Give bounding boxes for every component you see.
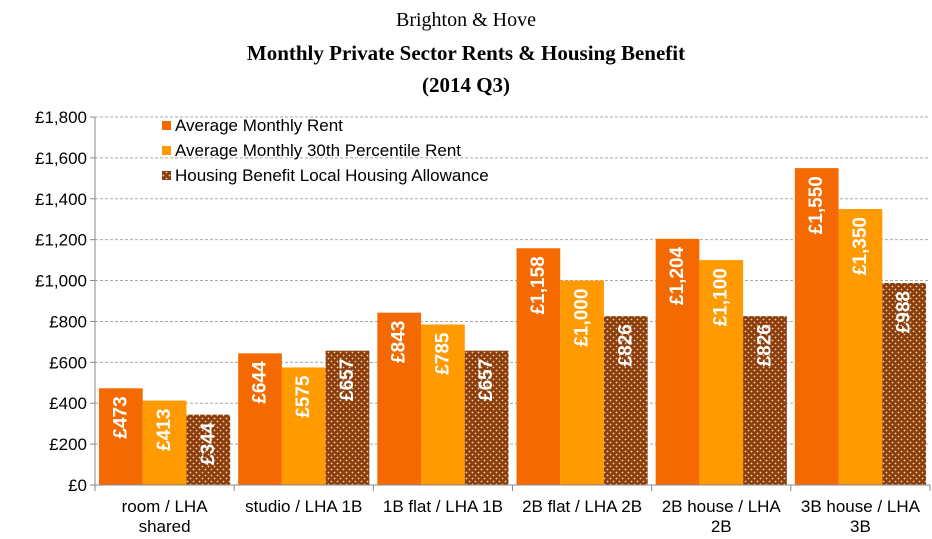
data-label: £473 (110, 396, 131, 438)
x-tick-label: 1B flat / LHA 1B (382, 497, 503, 516)
data-label: £1,158 (528, 256, 549, 314)
data-label: £575 (293, 375, 314, 418)
legend-swatch (162, 171, 171, 180)
bar (325, 350, 370, 485)
data-label: £988 (894, 291, 915, 333)
y-tick-label: £600 (49, 353, 87, 372)
bar (699, 260, 744, 485)
bar (421, 324, 465, 485)
bar (603, 316, 648, 485)
legend-swatch (162, 121, 171, 130)
x-tick-label: 3B house / LHA 3B (800, 497, 920, 536)
data-label: £785 (432, 332, 453, 375)
bar (142, 400, 187, 485)
bar (655, 238, 700, 485)
bar (377, 312, 422, 485)
data-label: £1,350 (850, 217, 871, 275)
bar (281, 367, 326, 485)
x-tick-label: room / LHA shared (121, 497, 208, 536)
data-label: £657 (337, 359, 358, 401)
data-label: £344 (198, 422, 219, 465)
bar (560, 280, 604, 485)
bar (99, 388, 143, 485)
y-tick-label: £1,600 (35, 149, 87, 168)
y-tick-label: £0 (68, 476, 87, 495)
x-tick-label: 2B house / LHA 2B (661, 497, 781, 536)
legend-label: Average Monthly Rent (175, 116, 343, 135)
data-label: £1,550 (806, 176, 827, 234)
y-tick-label: £1,200 (35, 231, 87, 250)
data-label: £1,000 (572, 289, 593, 347)
bar (186, 414, 231, 485)
chart-subtitle: Monthly Private Sector Rents & Housing B… (247, 41, 685, 65)
legend-label: Average Monthly 30th Percentile Rent (175, 141, 461, 160)
y-tick-label: £800 (49, 312, 87, 331)
data-label: £657 (476, 359, 497, 401)
x-tick-label: 2B flat / LHA 2B (522, 497, 643, 516)
chart-title: Brighton & Hove (396, 9, 536, 31)
legend-label: Housing Benefit Local Housing Allowance (175, 166, 489, 185)
bar (238, 353, 282, 485)
bar (464, 350, 509, 485)
bar (743, 316, 787, 485)
data-label: £644 (250, 361, 271, 404)
y-tick-label: £400 (49, 394, 87, 413)
data-label: £413 (154, 409, 175, 451)
y-tick-label: £1,000 (35, 272, 87, 291)
data-label: £1,100 (711, 268, 732, 326)
bar (794, 168, 839, 485)
y-tick-label: £1,400 (35, 190, 87, 209)
chart-subtitle: (2014 Q3) (422, 73, 510, 97)
x-tick-label: studio / LHA 1B (245, 497, 363, 516)
data-label: £1,204 (667, 246, 688, 305)
bar (882, 283, 926, 485)
data-label: £843 (389, 321, 410, 363)
bar (838, 209, 883, 485)
y-tick-label: £200 (49, 435, 87, 454)
legend-swatch (162, 146, 171, 155)
y-tick-label: £1,800 (35, 108, 87, 127)
data-label: £826 (615, 324, 636, 366)
data-label: £826 (754, 324, 775, 366)
bar (516, 248, 561, 485)
